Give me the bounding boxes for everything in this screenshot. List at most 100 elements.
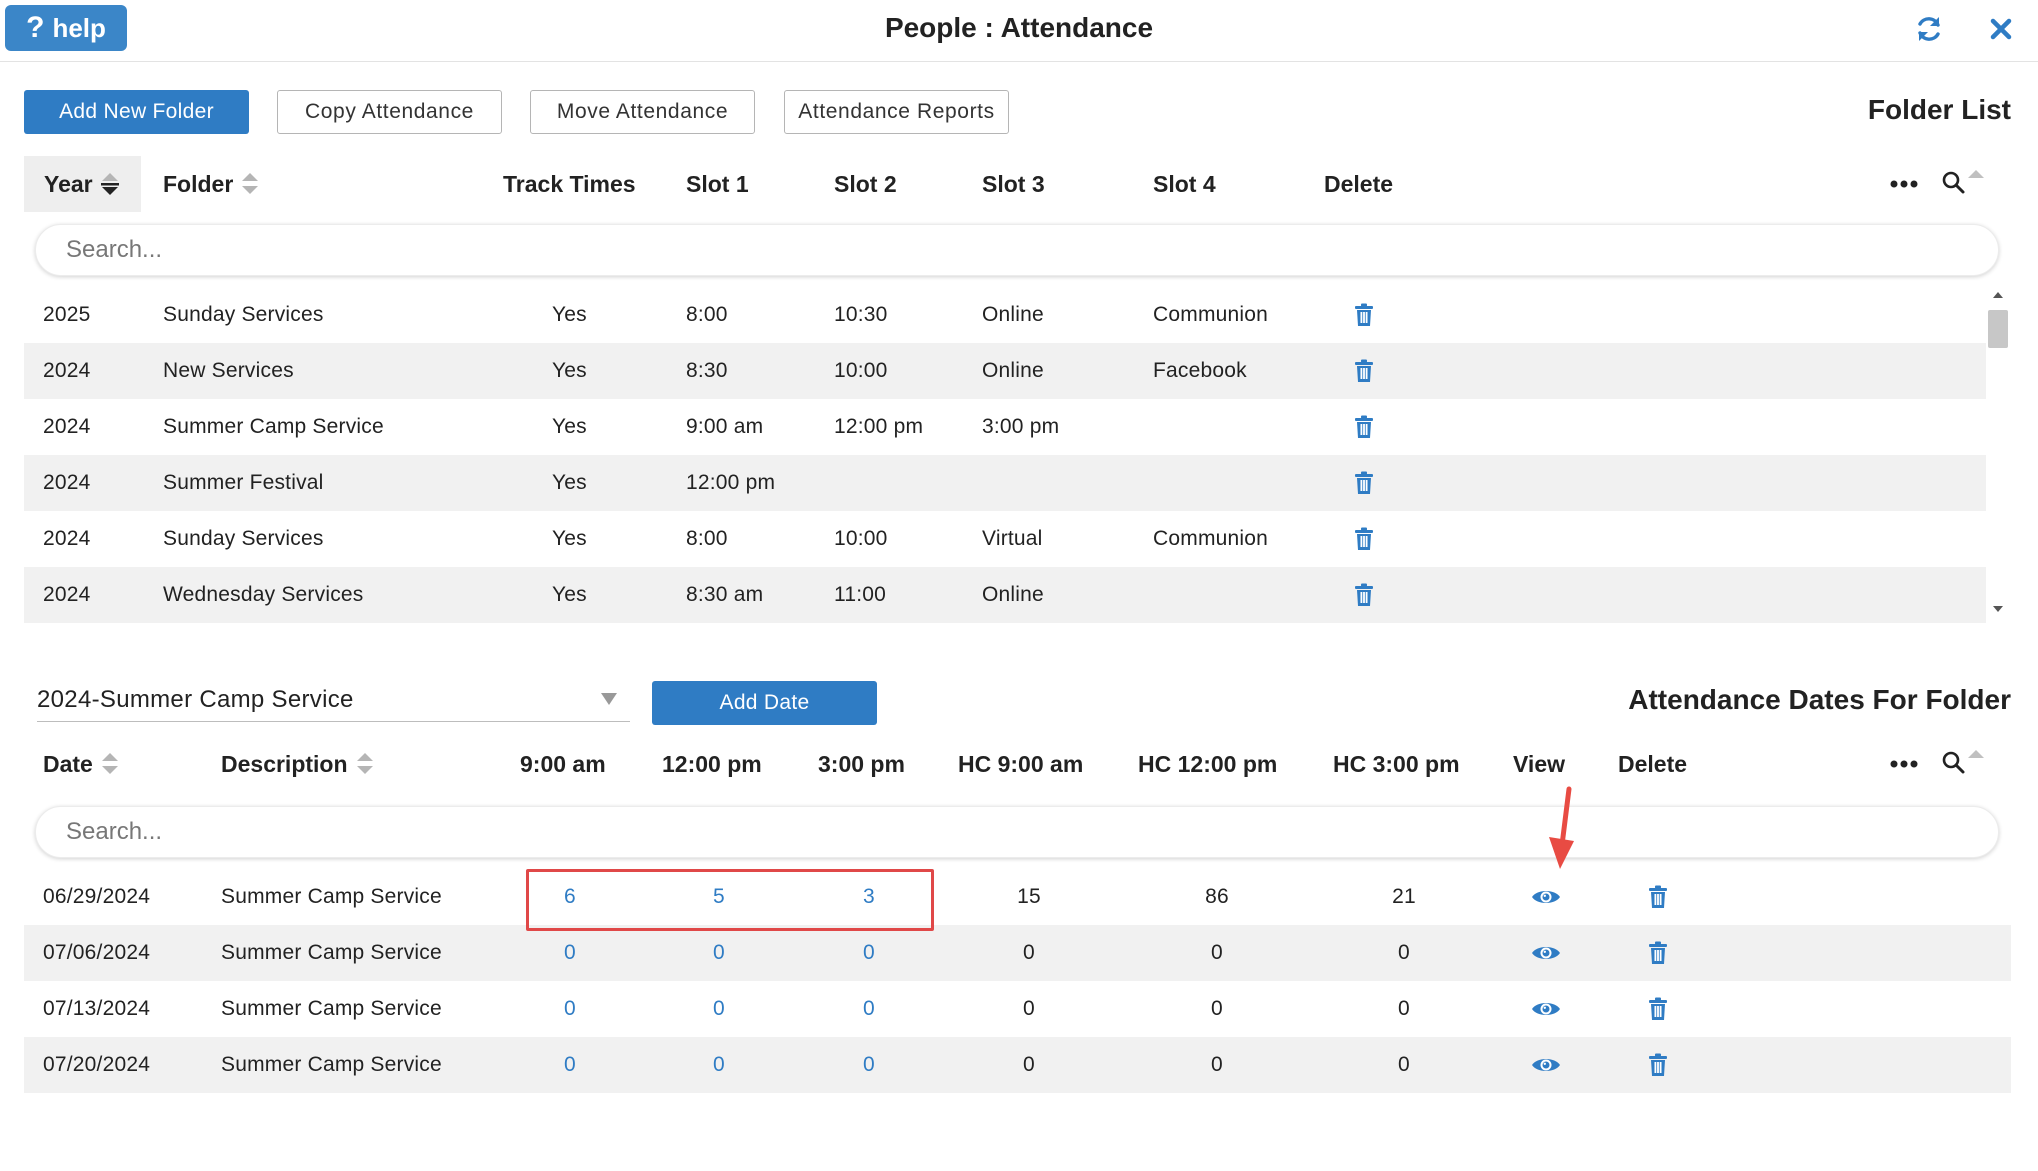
trash-icon [1354,583,1374,607]
view-button[interactable] [1531,981,1561,1037]
folder-row[interactable]: 2024 New Services Yes 8:30 10:00 Online Facebo… [24,343,1986,399]
delete-date-button[interactable] [1648,981,1668,1037]
hc-300-count: 0 [1398,941,1410,964]
folder-row[interactable]: 2024 Sunday Services Yes 8:00 10:00 Virtual Co… [24,511,1986,567]
slot-300-count[interactable]: 3 [863,885,875,908]
year-column-header[interactable]: Year [24,156,141,212]
close-icon[interactable] [1986,14,2016,44]
year-cell: 2024 [43,359,91,382]
folder-row[interactable]: 2024 Summer Festival Yes 12:00 pm [24,455,1986,511]
description-cell: Summer Camp Service [221,885,442,908]
slot2-cell: 11:00 [834,583,886,606]
description-column-header[interactable]: Description [221,736,376,792]
slot1-cell: 9:00 am [686,415,764,438]
slot-1200-count[interactable]: 5 [713,885,725,908]
delete-folder-button[interactable] [1354,287,1374,343]
slot1-cell: 8:30 am [686,583,764,606]
refresh-icon[interactable] [1914,14,1944,44]
slot2-cell: 10:30 [834,303,888,326]
date-row[interactable]: 06/29/2024 Summer Camp Service 6 5 3 15 86 21 [24,869,2011,925]
slot-900-count[interactable]: 0 [564,941,576,964]
folder-select[interactable]: 2024-Summer Camp Service [37,678,630,722]
folder-search-input[interactable] [35,224,1999,276]
date-row[interactable]: 07/06/2024 Summer Camp Service 0 0 0 0 0 0 [24,925,2011,981]
dates-search-input[interactable] [35,806,1999,858]
help-label: help [52,12,106,43]
hc-300-header: HC 3:00 pm [1333,750,1460,777]
slot-900-count[interactable]: 0 [564,1053,576,1076]
track-times-cell: Yes [552,303,587,326]
delete-folder-button[interactable] [1354,399,1374,455]
view-button[interactable] [1531,1037,1561,1093]
attendance-dates-table: 06/29/2024 Summer Camp Service 6 5 3 15 86 21 07… [24,869,2011,1093]
track-times-header: Track Times [503,170,636,197]
view-button[interactable] [1531,925,1561,981]
folder-row[interactable]: 2024 Summer Camp Service Yes 9:00 am 12:00 p… [24,399,1986,455]
delete-date-button[interactable] [1648,869,1668,925]
folder-header-label: Folder [163,170,234,197]
view-button[interactable] [1531,869,1561,925]
slot-900-header: 9:00 am [520,750,606,777]
eye-icon [1531,1055,1561,1075]
date-cell: 06/29/2024 [43,885,151,908]
folder-list-table: 2025 Sunday Services Yes 8:00 10:30 Online Com… [24,287,1986,625]
slot-300-count[interactable]: 0 [863,997,875,1020]
date-row[interactable]: 07/13/2024 Summer Camp Service 0 0 0 0 0 0 [24,981,2011,1037]
delete-date-button[interactable] [1648,1037,1668,1093]
dropdown-arrow-icon [601,693,617,705]
copy-attendance-button[interactable]: Copy Attendance [277,90,502,134]
delete-date-button[interactable] [1648,925,1668,981]
folder-cell: Summer Camp Service [163,415,384,438]
scroll-down-icon[interactable] [1991,604,2005,614]
slot-1200-header: 12:00 pm [662,750,762,777]
folder-row[interactable]: 2024 Wednesday Services Yes 8:30 am 11:00 Onl… [24,567,1986,623]
hc-1200-count: 0 [1211,941,1223,964]
slot3-header: Slot 3 [982,170,1045,197]
delete-folder-button[interactable] [1354,567,1374,623]
slot-300-count[interactable]: 0 [863,1053,875,1076]
delete-folder-button[interactable] [1354,511,1374,567]
more-options-icon[interactable] [1889,759,1919,769]
trash-icon [1354,415,1374,439]
add-new-folder-button[interactable]: Add New Folder [24,90,249,134]
sort-icon [239,171,261,197]
folder-cell: Summer Festival [163,471,324,494]
help-button[interactable]: ? help [5,5,127,51]
delete-folder-button[interactable] [1354,455,1374,511]
slot-1200-count[interactable]: 0 [713,1053,725,1076]
folder-cell: Sunday Services [163,303,324,326]
eye-icon [1531,887,1561,907]
slot-900-count[interactable]: 0 [564,997,576,1020]
slot-1200-count[interactable]: 0 [713,941,725,964]
slot-900-count[interactable]: 6 [564,885,576,908]
search-toggle-icon[interactable] [1942,746,1986,776]
slot3-cell: Online [982,303,1044,326]
add-date-button[interactable]: Add Date [652,681,877,725]
folder-cell: Wednesday Services [163,583,364,606]
search-toggle-icon[interactable] [1942,166,1986,196]
date-column-header[interactable]: Date [43,736,121,792]
trash-icon [1354,359,1374,383]
folder-list-header: Year Folder Track Times Slot 1 Slot 2 Sl… [24,156,2011,212]
folder-select-value: 2024-Summer Camp Service [37,685,354,713]
delete-folder-button[interactable] [1354,343,1374,399]
attendance-reports-button[interactable]: Attendance Reports [784,90,1009,134]
scroll-thumb[interactable] [1988,310,2008,348]
folder-row[interactable]: 2025 Sunday Services Yes 8:00 10:30 Online Com… [24,287,1986,343]
move-attendance-button[interactable]: Move Attendance [530,90,755,134]
delete-header: Delete [1324,170,1394,197]
year-cell: 2024 [43,583,91,606]
delete-header: Delete [1618,750,1688,777]
dates-header: Date Description 9:00 am 12:00 pm 3:00 p… [24,736,2011,792]
more-options-icon[interactable] [1889,179,1919,189]
slot4-cell: Communion [1153,527,1269,550]
slot3-cell: Online [982,583,1044,606]
slot-300-count[interactable]: 0 [863,941,875,964]
slot-1200-count[interactable]: 0 [713,997,725,1020]
date-cell: 07/13/2024 [43,997,151,1020]
hc-900-header: HC 9:00 am [958,750,1084,777]
hc-1200-count: 0 [1211,1053,1223,1076]
scroll-up-icon[interactable] [1991,290,2005,300]
date-row[interactable]: 07/20/2024 Summer Camp Service 0 0 0 0 0 0 [24,1037,2011,1093]
folder-column-header[interactable]: Folder [163,156,261,212]
